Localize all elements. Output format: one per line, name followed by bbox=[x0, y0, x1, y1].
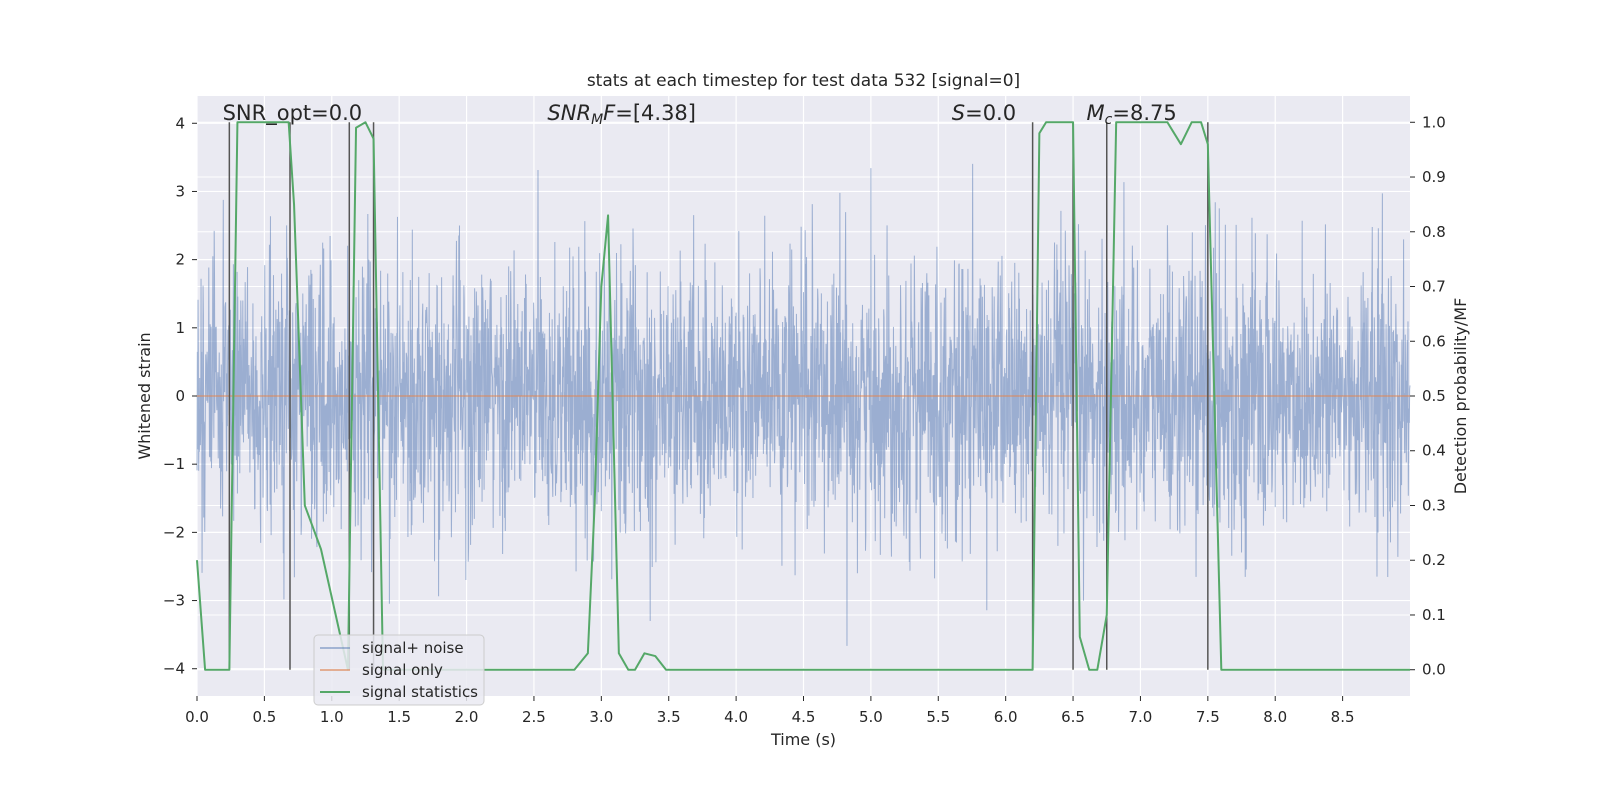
y-right-tick-label: 1.0 bbox=[1422, 113, 1446, 131]
y-left-tick-label: 1 bbox=[175, 319, 185, 337]
x-tick-label: 6.5 bbox=[1061, 708, 1085, 726]
annotation-italic: S bbox=[952, 101, 965, 125]
x-tick-label: 2.0 bbox=[455, 708, 479, 726]
y-right-tick-label: 0.3 bbox=[1422, 496, 1446, 514]
x-tick-label: 5.0 bbox=[859, 708, 883, 726]
annotations: SNR_opt=0.0 SNRMF=[4.38] S=0.0 Mc=8.75 bbox=[223, 101, 1177, 128]
annotation-sub: M bbox=[591, 112, 603, 128]
legend: signal+ noise signal only signal statistic… bbox=[313, 634, 485, 706]
legend-label: signal only bbox=[362, 661, 443, 679]
y-left-tick-label: −2 bbox=[163, 523, 185, 541]
x-tick-label: 0.0 bbox=[185, 708, 209, 726]
y-right-tick-label: 0.8 bbox=[1422, 223, 1446, 241]
annotation-rest: =0.0 bbox=[965, 101, 1016, 125]
y-right-tick-label: 0.0 bbox=[1422, 661, 1446, 679]
y-right-tick-label: 0.1 bbox=[1422, 606, 1446, 624]
chart-title: stats at each timestep for test data 532… bbox=[587, 71, 1020, 91]
y-left-tick-label: 4 bbox=[175, 114, 185, 132]
signal-statistics-line bbox=[196, 121, 1410, 671]
y-axis-left: 4 3 2 1 0 −1 −2 −3 −4 bbox=[163, 114, 197, 678]
x-tick-label: 0.5 bbox=[252, 708, 276, 726]
y-right-tick-label: 0.2 bbox=[1422, 551, 1446, 569]
legend-label: signal statistics bbox=[362, 683, 478, 701]
series-signal-statistics bbox=[196, 121, 1410, 671]
x-tick-label: 8.5 bbox=[1331, 708, 1355, 726]
x-tick-label: 1.0 bbox=[320, 708, 344, 726]
annotation-rest: =8.75 bbox=[1112, 101, 1176, 125]
annotation-0: SNR_opt=0.0 bbox=[223, 101, 363, 126]
x-tick-label: 4.5 bbox=[792, 708, 816, 726]
legend-box bbox=[313, 634, 485, 706]
x-tick-label: 7.0 bbox=[1129, 708, 1153, 726]
x-tick-label: 5.5 bbox=[926, 708, 950, 726]
x-tick-label: 6.0 bbox=[994, 708, 1018, 726]
x-tick-label: 3.0 bbox=[589, 708, 613, 726]
y-right-tick-label: 0.4 bbox=[1422, 442, 1446, 460]
x-axis: 0.0 0.5 1.0 1.5 2.0 2.5 3.0 3.5 4.0 4.5 5.0 5.5 6.0 6… bbox=[185, 696, 1355, 726]
annotation-3: Mc=8.75 bbox=[1087, 101, 1177, 128]
y-left-tick-label: 0 bbox=[175, 387, 185, 405]
y-axis-left-label: Whitened strain bbox=[135, 332, 154, 459]
annotation-1: SNRMF=[4.38] bbox=[547, 101, 696, 128]
x-tick-label: 7.5 bbox=[1196, 708, 1220, 726]
legend-label: signal+ noise bbox=[362, 639, 464, 657]
x-tick-label: 4.0 bbox=[724, 708, 748, 726]
x-tick-label: 8.0 bbox=[1263, 708, 1287, 726]
annotation-italic2: F bbox=[603, 101, 616, 125]
y-left-tick-label: 2 bbox=[175, 251, 185, 269]
y-left-tick-label: −3 bbox=[163, 592, 185, 610]
y-axis-right-label: Detection probability/MF bbox=[1451, 298, 1470, 495]
annotation-italic: SNR bbox=[547, 101, 591, 125]
annotation-italic: M bbox=[1087, 101, 1105, 125]
y-right-tick-label: 0.6 bbox=[1422, 332, 1446, 350]
y-right-tick-label: 0.9 bbox=[1422, 168, 1446, 186]
annotation-rest: =[4.38] bbox=[615, 101, 696, 125]
x-tick-label: 1.5 bbox=[387, 708, 411, 726]
y-left-tick-label: −4 bbox=[163, 660, 185, 678]
y-left-tick-label: 3 bbox=[175, 182, 185, 200]
x-tick-label: 3.5 bbox=[657, 708, 681, 726]
annotation-2: S=0.0 bbox=[952, 101, 1016, 125]
y-axis-right: 1.0 0.9 0.8 0.7 0.6 0.5 0.4 0.3 0.2 0.1 0.0 bbox=[1410, 113, 1446, 679]
y-left-tick-label: −1 bbox=[163, 455, 185, 473]
x-axis-label: Time (s) bbox=[770, 730, 836, 749]
y-right-tick-label: 0.7 bbox=[1422, 278, 1446, 296]
x-tick-label: 2.5 bbox=[522, 708, 546, 726]
y-right-tick-label: 0.5 bbox=[1422, 387, 1446, 405]
annotation-sub: c bbox=[1105, 112, 1113, 128]
